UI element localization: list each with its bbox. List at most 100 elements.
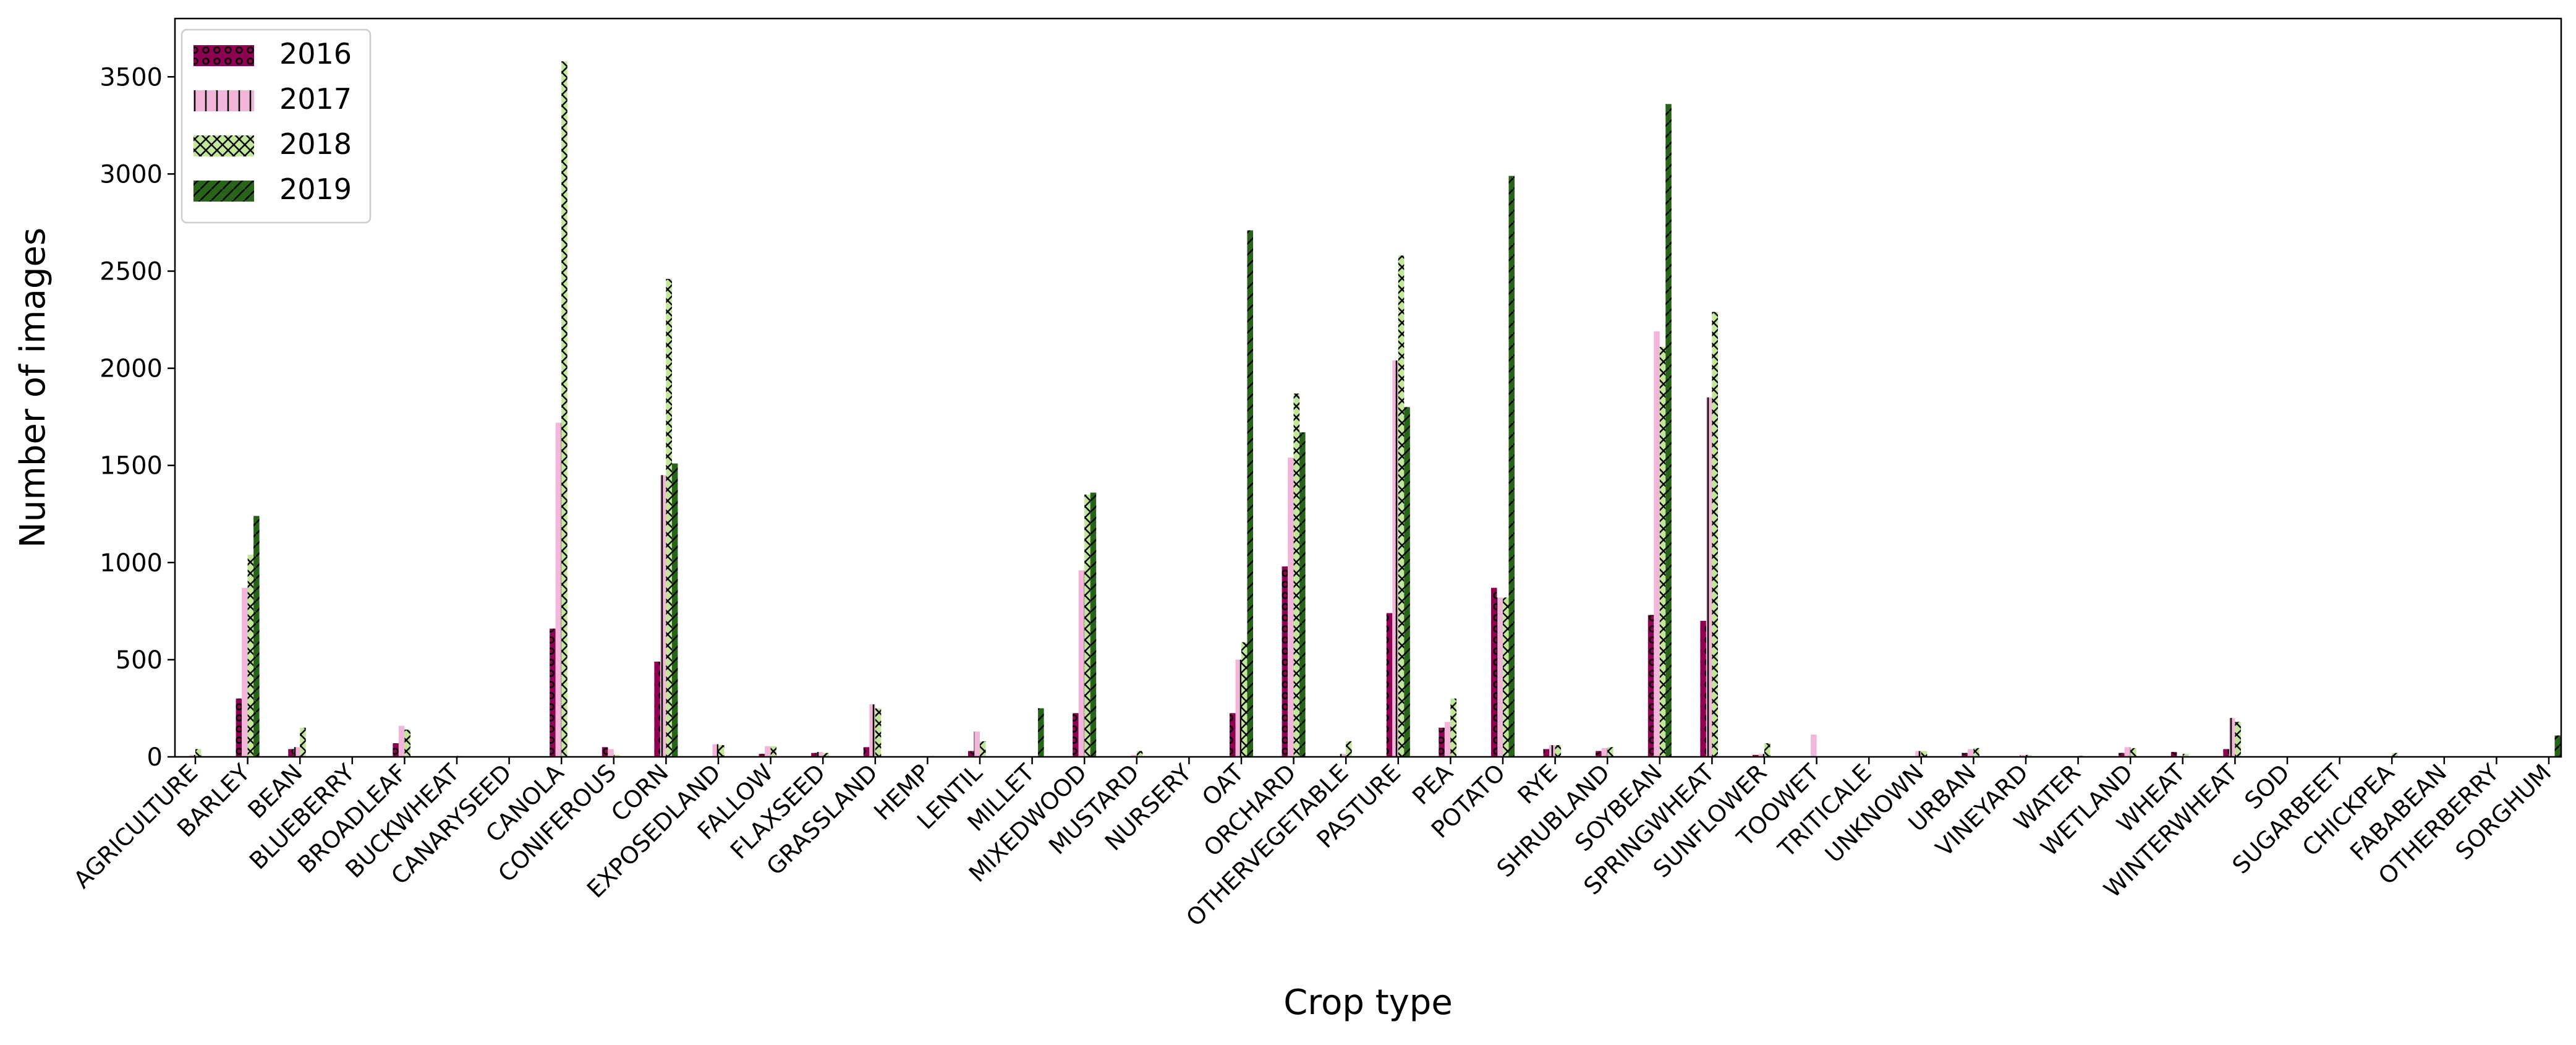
- bar-barley-2018-hatch: [247, 555, 254, 757]
- bar-oat-2016-hatch: [1230, 713, 1236, 757]
- legend-label-2019: 2019: [279, 173, 352, 206]
- bar-mixedwood-2019-hatch: [1090, 492, 1097, 757]
- bar-rye-2017-hatch: [1549, 745, 1555, 757]
- bar-corn-2018-hatch: [666, 279, 672, 757]
- bar-vineyard-2018-hatch: [2026, 754, 2032, 757]
- legend-label-2018: 2018: [279, 127, 352, 161]
- y-tick-label: 3500: [100, 63, 163, 92]
- bar-potato-2018-hatch: [1503, 597, 1509, 757]
- bar-oat-2019-hatch: [1247, 230, 1253, 757]
- bar-winterwheat-2017-hatch: [2229, 718, 2235, 757]
- legend-swatch-hatch-2018: [193, 135, 254, 156]
- bar-mustard-2018-hatch: [1136, 751, 1143, 757]
- bar-barley-2017-hatch: [242, 587, 248, 757]
- bar-grassland-2016-hatch: [863, 747, 870, 757]
- bar-springwheat-2016-hatch: [1700, 621, 1706, 757]
- bar-barley-2016-hatch: [236, 698, 242, 757]
- bar-winterwheat-2018-hatch: [2235, 722, 2241, 757]
- bar-soybean-2017-hatch: [1654, 331, 1660, 757]
- y-axis-label: Number of images: [13, 228, 53, 548]
- bar-sunflower-2016-hatch: [1753, 754, 1759, 757]
- bar-exposedland-2018-hatch: [718, 745, 725, 757]
- bar-soybean-2018-hatch: [1659, 347, 1666, 757]
- bar-othervegetable-2018-hatch: [1346, 741, 1352, 757]
- bar-toowet-2017-hatch: [1811, 734, 1817, 757]
- bar-corn-2019-hatch: [671, 463, 678, 757]
- bar-bean-2016-hatch: [288, 749, 294, 757]
- legend: 2016 2017 2018 2019: [181, 28, 372, 224]
- bar-coniferous-2016-hatch: [601, 747, 608, 757]
- bar-fallow-2018-hatch: [770, 746, 777, 757]
- bar-flaxseed-2017-hatch: [817, 752, 823, 757]
- bar-agriculture-2018-hatch: [195, 749, 202, 757]
- bar-lentil-2018-hatch: [980, 741, 986, 757]
- bar-othervegetable-2017-hatch: [1340, 754, 1346, 757]
- bar-pea-2017-hatch: [1444, 722, 1451, 757]
- bar-fallow-2017-hatch: [765, 746, 771, 757]
- legend-box: [181, 28, 372, 224]
- bar-canola-2018-hatch: [561, 61, 567, 757]
- bar-shrubland-2016-hatch: [1596, 751, 1602, 757]
- bar-soybean-2019-hatch: [1665, 104, 1672, 757]
- bar-coniferous-2018-hatch: [613, 754, 620, 757]
- bar-wheat-2018-hatch: [2182, 754, 2189, 757]
- bar-unknown-2017-hatch: [1915, 751, 1921, 757]
- series-2016: [236, 566, 2229, 757]
- series-2019: [253, 104, 2561, 757]
- bar-corn-2017-hatch: [660, 475, 666, 757]
- bar-pasture-2017-hatch: [1392, 360, 1398, 757]
- bar-orchard-2019-hatch: [1299, 432, 1306, 757]
- bar-wetland-2018-hatch: [2130, 748, 2136, 757]
- bar-orchard-2018-hatch: [1293, 393, 1300, 757]
- bar-urban-2017-hatch: [1967, 749, 1974, 757]
- series-2017: [189, 331, 2235, 757]
- bar-chickpea-2018-hatch: [2392, 753, 2398, 757]
- bar-coniferous-2017-hatch: [608, 749, 614, 757]
- bar-potato-2019-hatch: [1508, 176, 1515, 757]
- bar-winterwheat-2016-hatch: [2223, 749, 2229, 757]
- bar-flaxseed-2018-hatch: [823, 753, 829, 757]
- bar-unknown-2018-hatch: [1921, 751, 1928, 757]
- y-tick-label: 1500: [100, 452, 163, 480]
- bar-pasture-2018-hatch: [1398, 255, 1405, 757]
- bar-broadleaf-2016-hatch: [393, 743, 399, 757]
- bar-urban-2016-hatch: [1962, 753, 1968, 757]
- bar-oat-2018-hatch: [1241, 642, 1248, 757]
- y-tick-label: 2000: [100, 355, 163, 383]
- bar-springwheat-2018-hatch: [1712, 312, 1718, 757]
- bar-grassland-2018-hatch: [875, 708, 882, 757]
- bar-bean-2017-hatch: [294, 747, 300, 757]
- bar-broadleaf-2017-hatch: [398, 725, 405, 757]
- bar-shrubland-2017-hatch: [1601, 748, 1608, 757]
- bar-oat-2017-hatch: [1235, 659, 1241, 757]
- bar-orchard-2017-hatch: [1288, 458, 1294, 757]
- bar-canola-2017-hatch: [555, 422, 562, 757]
- legend-item-2016: 2016: [193, 37, 352, 70]
- legend-label-2016: 2016: [279, 37, 352, 70]
- legend-item-2019: 2019: [193, 173, 352, 206]
- bar-grassland-2017-hatch: [869, 704, 875, 757]
- bar-corn-2016-hatch: [654, 662, 660, 757]
- y-tick-label: 2500: [100, 257, 163, 286]
- bar-sorghum-2019-hatch: [2554, 735, 2561, 757]
- plot-frame: [174, 17, 2562, 758]
- bar-urban-2018-hatch: [1973, 748, 1979, 757]
- legend-swatch-hatch-2017: [193, 90, 254, 111]
- bar-canola-2016-hatch: [550, 628, 556, 757]
- bar-mixedwood-2017-hatch: [1078, 570, 1085, 757]
- bar-sunflower-2017-hatch: [1758, 754, 1764, 757]
- bar-pea-2018-hatch: [1450, 698, 1456, 757]
- bar-fallow-2016-hatch: [759, 754, 765, 757]
- bar-orchard-2016-hatch: [1282, 566, 1288, 757]
- legend-item-2017: 2017: [193, 82, 352, 116]
- bar-rye-2018-hatch: [1555, 745, 1562, 757]
- bar-wetland-2016-hatch: [2119, 753, 2125, 757]
- bar-pea-2016-hatch: [1439, 727, 1445, 757]
- y-tick-label: 0: [147, 743, 163, 772]
- bar-rye-2016-hatch: [1543, 749, 1550, 757]
- bar-pasture-2016-hatch: [1386, 613, 1393, 757]
- bar-mixedwood-2018-hatch: [1084, 494, 1090, 757]
- bar-mustard-2017-hatch: [1131, 754, 1137, 757]
